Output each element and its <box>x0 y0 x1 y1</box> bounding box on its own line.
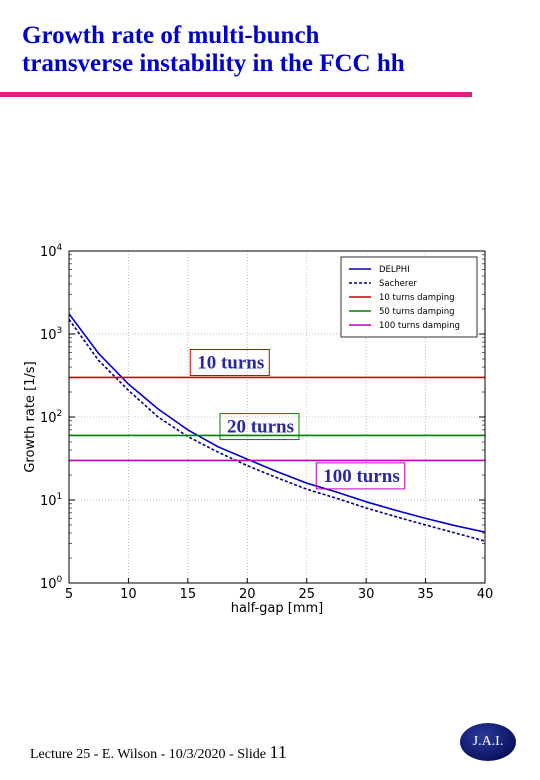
annotation-label: 20 turns <box>227 417 294 438</box>
logo-text: J.A.I. <box>472 734 504 749</box>
footer-text: Lecture 25 - E. Wilson - 10/3/2020 - Sli… <box>30 747 266 762</box>
series-line-delphi <box>68 313 486 533</box>
y-tick-label: 100 <box>40 575 63 592</box>
annotation-label: 100 turns <box>323 466 400 487</box>
x-tick-label: 15 <box>180 587 197 602</box>
legend-label: 10 turns damping <box>379 293 455 303</box>
x-tick-label: 20 <box>239 587 256 602</box>
title-divider <box>0 92 472 97</box>
x-tick-label: 25 <box>298 587 315 602</box>
slide-number: 11 <box>269 742 287 762</box>
x-tick-label: 10 <box>120 587 137 602</box>
x-tick-label: 40 <box>477 587 494 602</box>
legend-label: Sacherer <box>379 279 417 289</box>
annotation-label: 10 turns <box>197 353 264 374</box>
x-tick-label: 35 <box>417 587 434 602</box>
title-line-2: transverse instability in the FCC hh <box>22 50 405 77</box>
annotation-box <box>315 462 406 490</box>
legend-label: 50 turns damping <box>379 307 455 317</box>
legend-label: DELPHI <box>379 265 410 275</box>
annotation-box <box>189 349 270 377</box>
y-tick-label: 103 <box>40 326 62 343</box>
annotation-20-turns: 20 turns <box>219 413 300 441</box>
y-axis-label: Growth rate [1/s] <box>23 361 38 472</box>
y-tick-label: 104 <box>40 243 63 260</box>
x-tick-label: 30 <box>358 587 375 602</box>
series-line-sacherer <box>68 318 486 542</box>
y-tick-label: 102 <box>40 409 62 426</box>
slide-title: Growth rate of multi-bunch transverse in… <box>22 22 522 78</box>
title-line-1: Growth rate of multi-bunch <box>22 22 320 49</box>
y-tick-label: 101 <box>40 492 62 509</box>
x-tick-label: 5 <box>65 587 73 602</box>
jai-logo: J.A.I. <box>460 723 516 761</box>
footer: Lecture 25 - E. Wilson - 10/3/2020 - Sli… <box>30 742 287 763</box>
legend-label: 100 turns damping <box>379 321 460 331</box>
annotation-100-turns: 100 turns <box>315 462 406 490</box>
growth-rate-chart: 5 10 15 20 25 30 35 40 100 101 102 103 104 half-gap [… <box>23 243 494 616</box>
annotation-box <box>219 413 300 441</box>
annotation-10-turns: 10 turns <box>189 349 270 377</box>
x-axis-label: half-gap [mm] <box>231 601 323 616</box>
